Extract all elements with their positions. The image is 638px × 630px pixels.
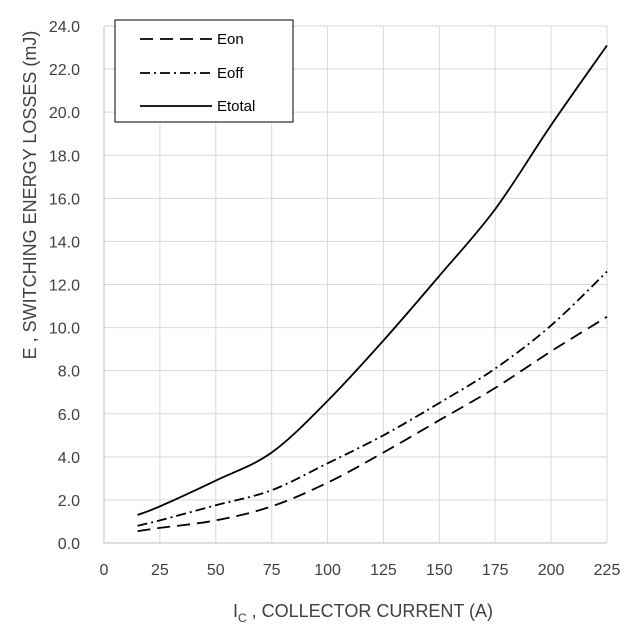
axes xyxy=(103,26,607,544)
y-tick-label-2.0: 2.0 xyxy=(58,493,80,510)
y-tick-label-12.0: 12.0 xyxy=(49,278,80,295)
x-tick-label-225: 225 xyxy=(594,562,621,579)
y-tick-label-22.0: 22.0 xyxy=(49,62,80,79)
y-axis-title: E , SWITCHING ENERGY LOSSES (mJ) xyxy=(20,31,40,360)
x-tick-label-175: 175 xyxy=(482,562,509,579)
series-lines xyxy=(137,44,608,533)
tick-labels: 0.0 2.0 4.0 6.0 8.0 10.0 12.0 14.0 16.0 18.0 20.0 2… xyxy=(49,19,621,579)
x-tick-label-75: 75 xyxy=(263,562,281,579)
x-tick-label-200: 200 xyxy=(538,562,565,579)
series-line-eon xyxy=(137,316,608,533)
y-tick-label-4.0: 4.0 xyxy=(58,450,80,467)
legend-box xyxy=(114,19,294,123)
series-line-eoff xyxy=(137,270,608,527)
y-tick-label-10.0: 10.0 xyxy=(49,321,80,338)
legend-label-eoff: Eoff xyxy=(217,65,244,82)
x-tick-label-150: 150 xyxy=(426,562,453,579)
series-line-etotal xyxy=(137,44,608,516)
y-tick-label-18.0: 18.0 xyxy=(49,148,80,165)
legend-label-eon: Eon xyxy=(217,31,244,48)
x-tick-label-50: 50 xyxy=(207,562,225,579)
y-tick-label-8.0: 8.0 xyxy=(58,364,80,381)
x-axis-title-sub: C xyxy=(238,611,247,625)
y-tick-label-0.0: 0.0 xyxy=(58,536,80,553)
x-tick-label-0: 0 xyxy=(100,562,109,579)
y-tick-label-24.0: 24.0 xyxy=(49,19,80,36)
x-axis-title: IC , COLLECTOR CURRENT (A) xyxy=(233,601,493,625)
y-tick-label-16.0: 16.0 xyxy=(49,191,80,208)
y-tick-label-14.0: 14.0 xyxy=(49,234,80,251)
legend-label-etotal: Etotal xyxy=(217,98,255,115)
x-tick-label-125: 125 xyxy=(370,562,397,579)
y-tick-label-6.0: 6.0 xyxy=(58,407,80,424)
x-axis-title-rest: , COLLECTOR CURRENT (A) xyxy=(247,601,493,621)
x-tick-label-25: 25 xyxy=(151,562,169,579)
y-tick-label-20.0: 20.0 xyxy=(49,105,80,122)
x-axis-title-main: I xyxy=(233,601,238,621)
x-tick-label-100: 100 xyxy=(314,562,341,579)
legend: Eon Eoff Etotal xyxy=(114,19,294,123)
